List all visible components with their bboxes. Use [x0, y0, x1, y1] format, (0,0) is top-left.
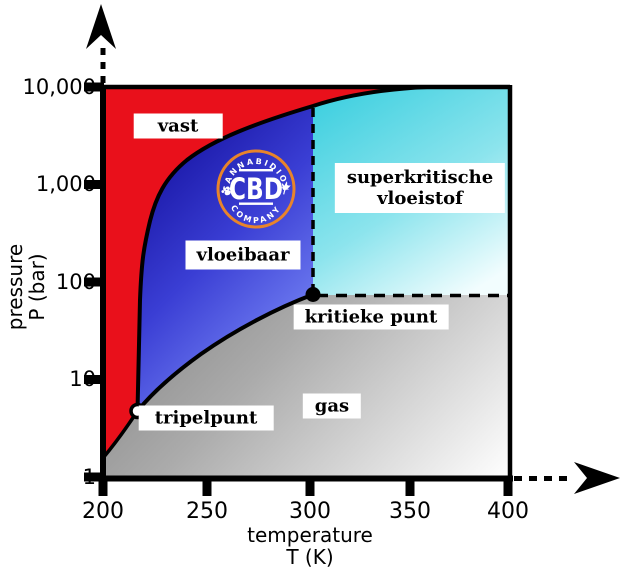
x-axis-arrow: [514, 462, 620, 494]
x-tick-200: 200: [82, 499, 124, 524]
gas-region-label: gas: [302, 393, 362, 419]
supercritical-region-label: superkritische vloeistof: [334, 163, 506, 213]
logo-ring: [216, 149, 296, 229]
cannabis-leaf-icon: [281, 181, 291, 195]
x-axis-title-line1: temperature: [247, 523, 373, 547]
vaporization-curve: [135, 292, 314, 413]
critical-point-label: kritieke punt: [293, 304, 449, 330]
x-tick-300: 300: [289, 499, 331, 524]
x-tick-350: 350: [389, 499, 431, 524]
logo-top-bar: [239, 169, 273, 172]
y-axis-title-line1: pressure: [3, 243, 27, 331]
y-tick-1000: 1,000: [35, 172, 96, 196]
solid-region-label: vast: [133, 113, 223, 139]
x-tick-250: 250: [186, 499, 228, 524]
critical-point-marker: [305, 287, 321, 302]
y-tick-100: 100: [55, 270, 96, 294]
x-axis-ticks: [98, 478, 513, 496]
supercritical-label-line2: vloeistof: [377, 188, 463, 209]
x-axis-title-line2: T (K): [286, 545, 334, 569]
y-tick-10000: 10,000: [22, 75, 96, 99]
x-tick-400: 400: [487, 499, 529, 524]
paw-icon: [221, 186, 232, 196]
y-tick-10: 10: [69, 367, 96, 391]
logo-center-text: CBD: [229, 174, 283, 207]
y-axis-arrow: [86, 4, 116, 84]
supercritical-label-line1: superkritische: [346, 167, 494, 188]
y-axis-title-line2: P (bar): [25, 253, 49, 321]
y-tick-1: 1: [82, 465, 96, 489]
y-axis-title: pressure P (bar): [3, 243, 49, 331]
y-axis-ticks: [84, 82, 104, 482]
logo-bottom-bar: [239, 202, 273, 205]
liquid-region-label: vloeibaar: [185, 240, 301, 270]
triple-point-label: tripelpunt: [138, 405, 274, 431]
melting-curve: [135, 85, 428, 412]
